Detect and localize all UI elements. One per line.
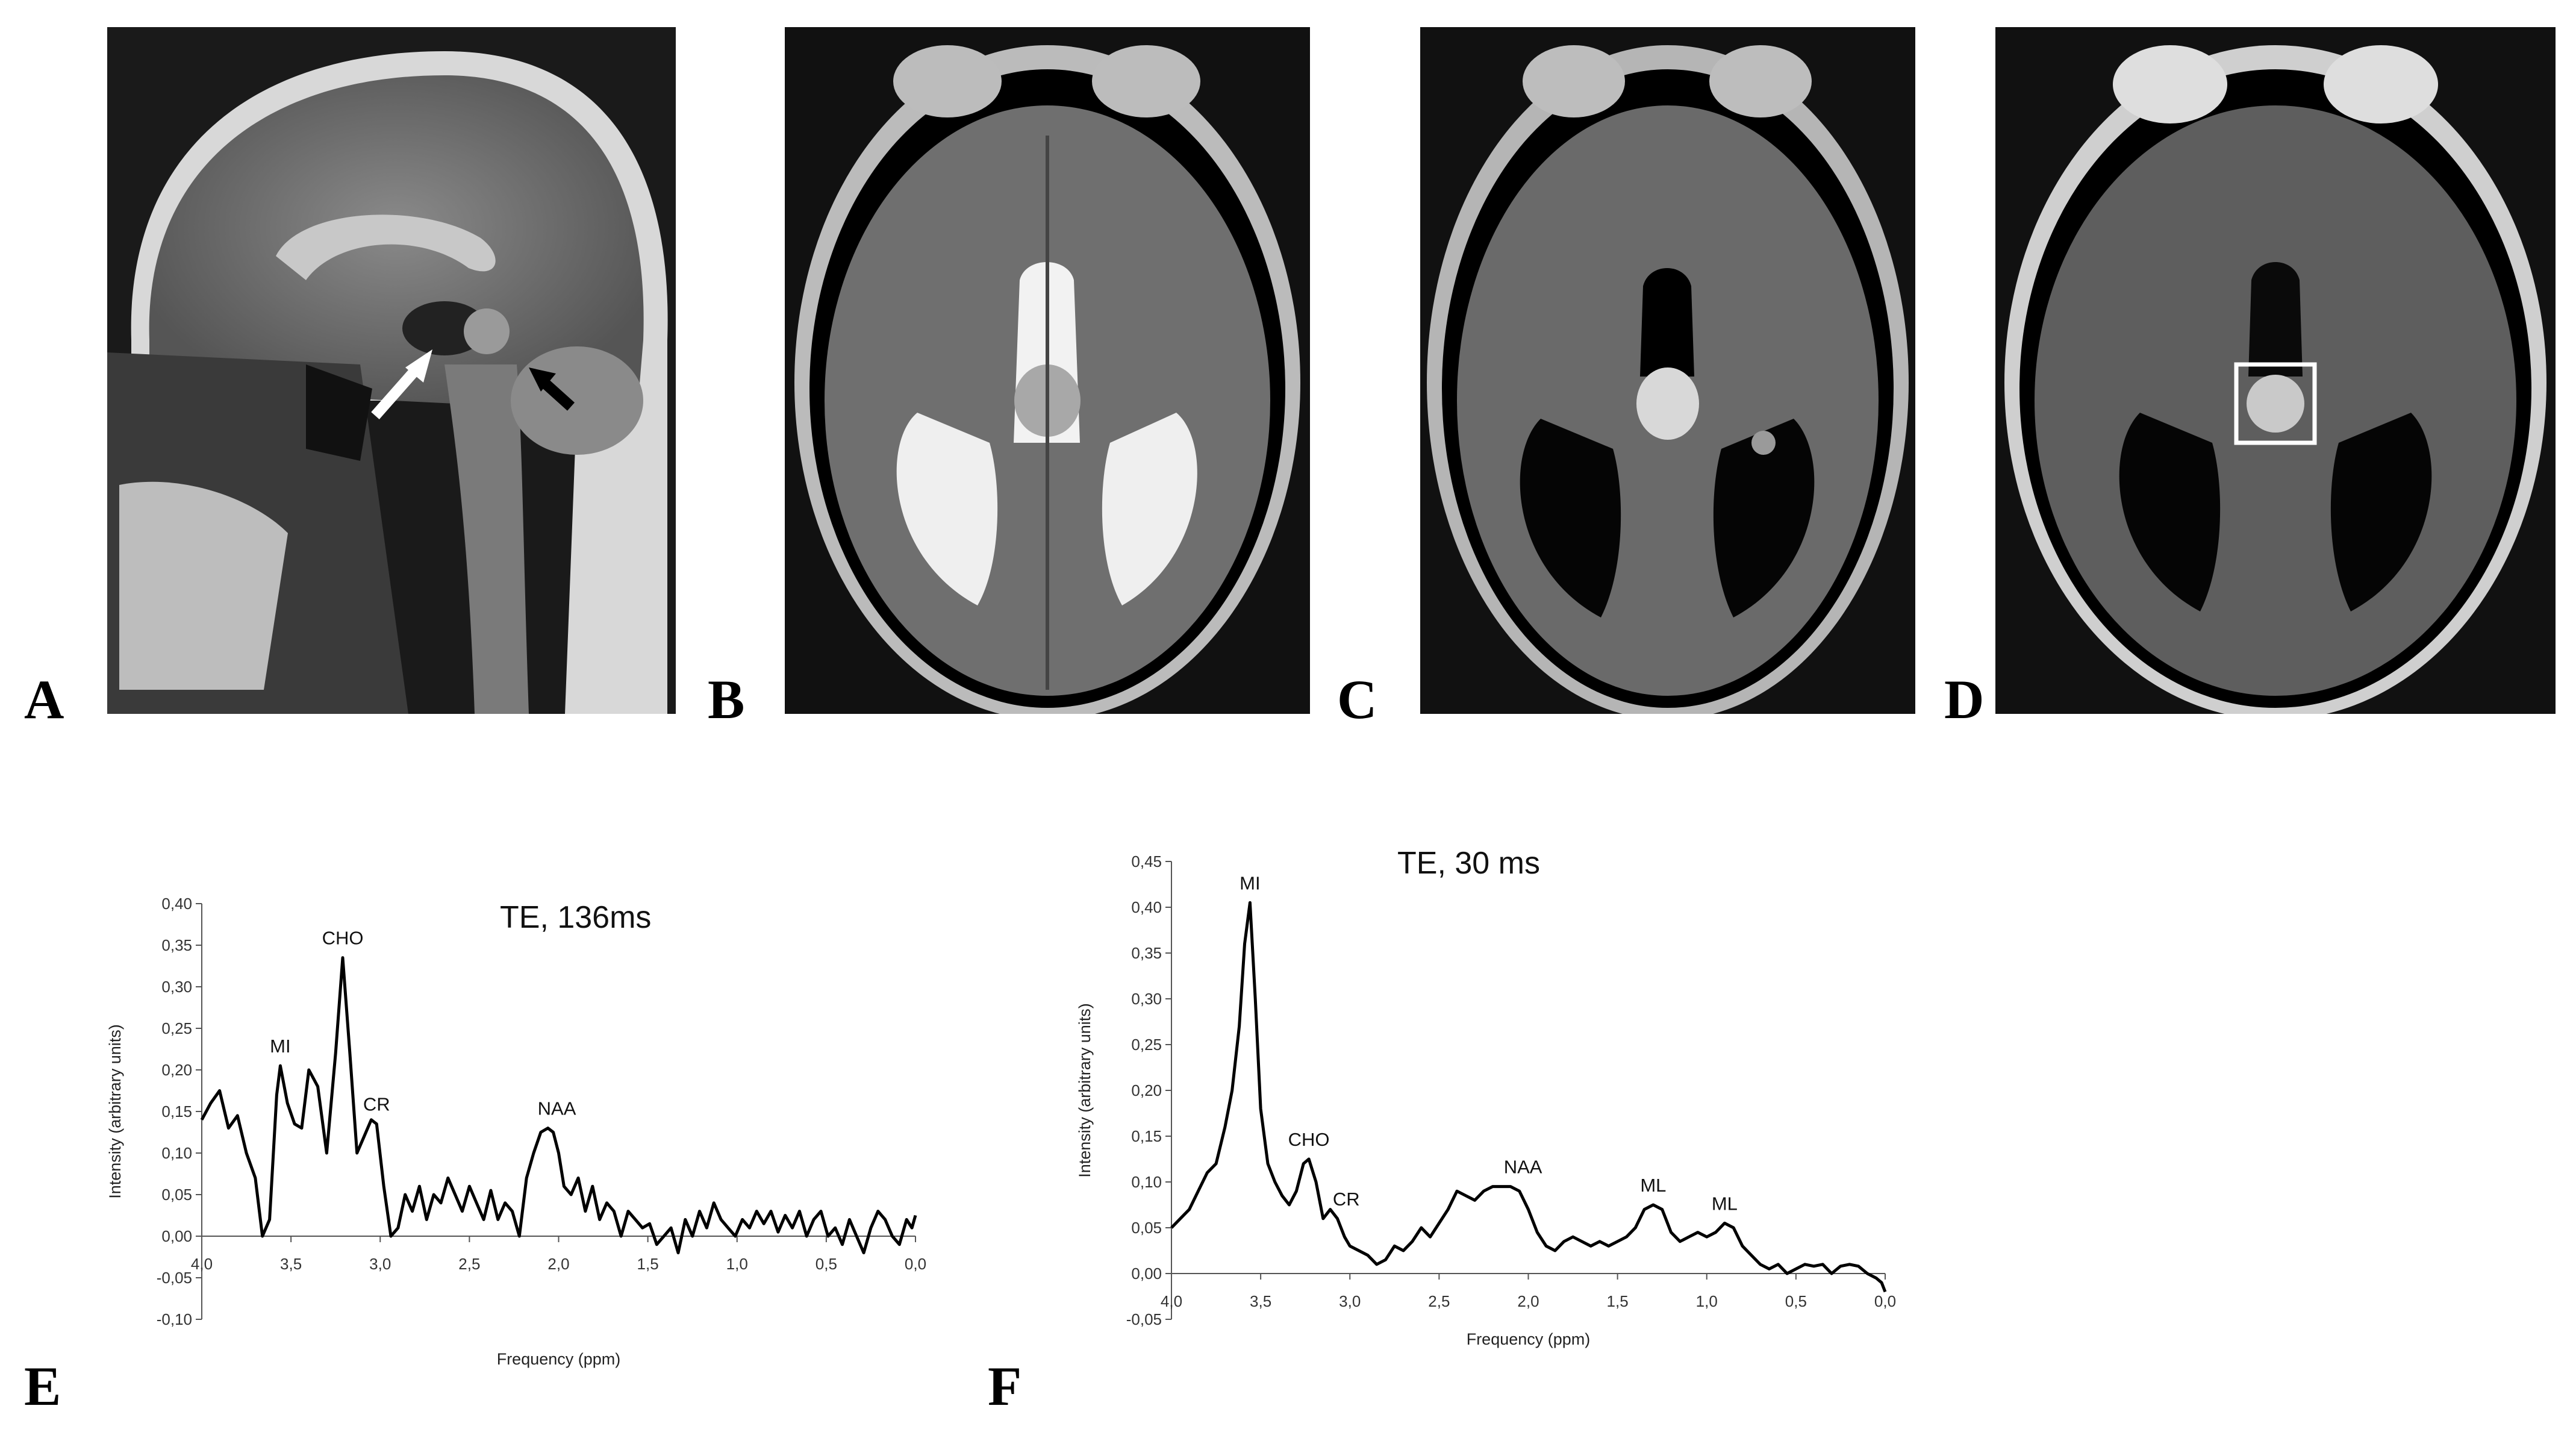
y-tick-label: 0,15 <box>1131 1127 1162 1145</box>
y-tick-label: 0,30 <box>161 978 192 996</box>
x-tick-label: 2,0 <box>547 1255 569 1273</box>
chart-title: TE, 30 ms <box>1397 846 1540 881</box>
y-tick-label: 0,25 <box>161 1019 192 1037</box>
axial-t2-mri <box>785 27 1310 714</box>
peak-label: CR <box>363 1094 390 1115</box>
x-axis-title: Frequency (ppm) <box>1467 1330 1591 1348</box>
y-tick-label: 0,20 <box>1131 1081 1162 1099</box>
x-tick-label: 2,5 <box>1428 1292 1450 1310</box>
y-tick-label: 0,00 <box>161 1227 192 1245</box>
y-tick-label: 0,20 <box>161 1061 192 1079</box>
panel-label-d: D <box>1944 669 1985 730</box>
x-tick-label: 3,0 <box>1339 1292 1361 1310</box>
x-tick-label: 2,5 <box>458 1255 480 1273</box>
x-tick-label: 3,5 <box>280 1255 302 1273</box>
peak-label: MI <box>270 1036 290 1057</box>
x-tick-label: 2,0 <box>1517 1292 1539 1310</box>
y-tick-label: 0,25 <box>1131 1036 1162 1054</box>
peak-label: ML <box>1640 1175 1666 1196</box>
x-tick-label: 0,0 <box>1874 1292 1896 1310</box>
x-tick-label: 1,5 <box>1607 1292 1629 1310</box>
peak-label: CHO <box>322 928 364 949</box>
y-tick-label: 0,10 <box>161 1144 192 1162</box>
y-axis-title: Intensity (arbitrary units) <box>1076 1003 1094 1178</box>
x-tick-label: 0,0 <box>905 1255 926 1273</box>
y-tick-label: 0,45 <box>1131 852 1162 871</box>
panel-label-a: A <box>24 669 64 730</box>
peak-label: MI <box>1240 872 1260 893</box>
spectrum-chart-e-svg: -0,10 -0,05 0,00 0,05 0,10 0,15 0,20 0,25 0,30 0,… <box>106 895 926 1368</box>
peak-label: NAA <box>1504 1157 1542 1178</box>
y-tick-label: 0,35 <box>1131 944 1162 962</box>
panel-label-c: C <box>1337 669 1377 730</box>
chart-title: TE, 136ms <box>500 900 651 935</box>
peak-label: ML <box>1712 1193 1738 1214</box>
spectrum-chart-f-svg: -0,05 0,00 0,05 0,10 0,15 0,20 0,25 0,30 0,35 0,4… <box>1076 846 1896 1348</box>
peak-label: NAA <box>538 1098 576 1119</box>
peak-label: CHO <box>1288 1129 1330 1150</box>
x-tick-label: 4,0 <box>1161 1292 1182 1310</box>
x-tick-label: 0,5 <box>816 1255 837 1273</box>
x-tick-label: 3,5 <box>1250 1292 1271 1310</box>
y-tick-label: 0,15 <box>161 1102 192 1121</box>
spectrum-chart-f: -0,05 0,00 0,05 0,10 0,15 0,20 0,25 0,30 0,35 0,4… <box>1060 837 1921 1368</box>
sagittal-t1-mri <box>107 27 676 714</box>
panel-label-f: F <box>988 1355 1022 1417</box>
y-tick-label: 0,05 <box>1131 1219 1162 1237</box>
spectrum-chart-e: -0,10 -0,05 0,00 0,05 0,10 0,15 0,20 0,25 0,30 0,… <box>90 892 952 1374</box>
x-tick-label: 1,5 <box>637 1255 659 1273</box>
axial-t1-contrast-mri <box>1995 27 2556 714</box>
black-arrow-icon <box>529 367 575 411</box>
y-tick-label: 0,40 <box>161 895 192 913</box>
x-tick-label: 0,5 <box>1785 1292 1807 1310</box>
x-axis-title: Frequency (ppm) <box>497 1350 621 1368</box>
y-tick-label: 0,10 <box>1131 1173 1162 1191</box>
panel-label-e: E <box>24 1355 61 1417</box>
y-tick-label: 0,00 <box>1131 1264 1162 1283</box>
axial-flair-mri <box>1420 27 1915 714</box>
y-tick-label: -0,05 <box>157 1269 192 1287</box>
y-tick-label: 0,05 <box>161 1186 192 1204</box>
peak-label: CR <box>1333 1189 1360 1210</box>
y-tick-label: 0,40 <box>1131 898 1162 916</box>
x-tick-label: 1,0 <box>726 1255 748 1273</box>
spectrum-line <box>200 956 917 1255</box>
y-tick-label: -0,10 <box>157 1310 192 1328</box>
spectrum-line <box>1170 901 1887 1293</box>
x-tick-label: 3,0 <box>369 1255 391 1273</box>
panel-label-b: B <box>708 669 745 730</box>
x-tick-label: 1,0 <box>1696 1292 1718 1310</box>
roi-box <box>2234 362 2317 445</box>
y-tick-label: 0,35 <box>161 936 192 954</box>
x-tick-label: 4,0 <box>191 1255 213 1273</box>
y-tick-label: 0,30 <box>1131 990 1162 1008</box>
white-arrow-icon <box>371 349 432 419</box>
y-tick-label: -0,05 <box>1126 1310 1162 1328</box>
y-axis-title: Intensity (arbitrary units) <box>106 1024 124 1199</box>
